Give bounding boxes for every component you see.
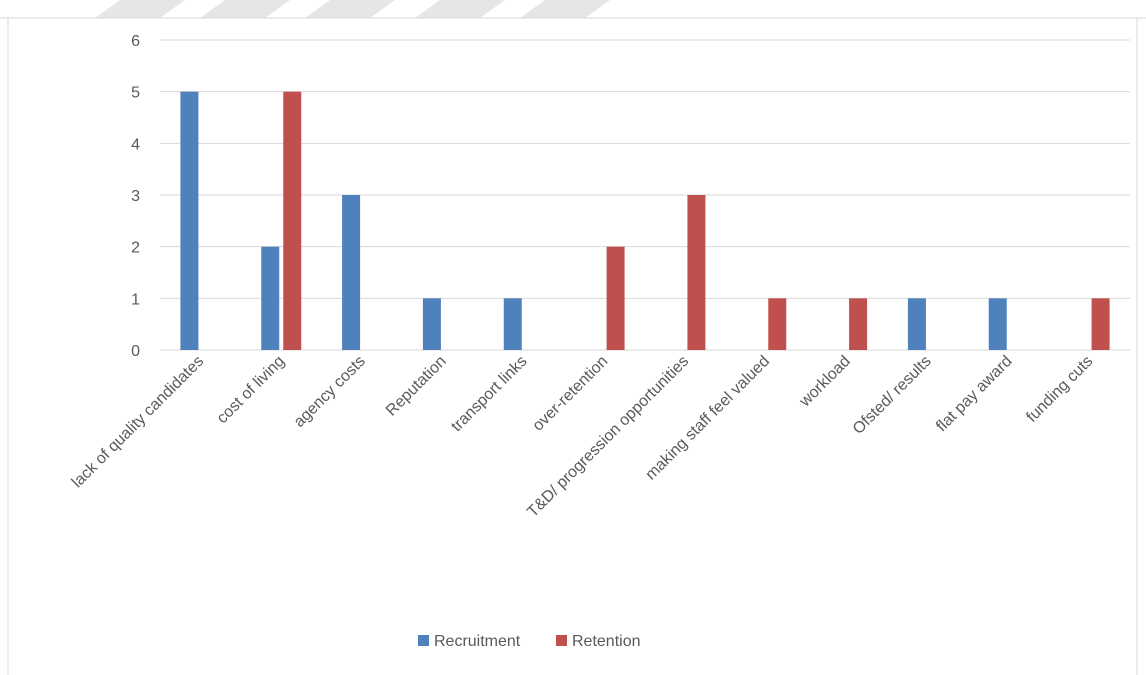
y-tick-label: 0 xyxy=(131,343,140,360)
category-label: T&D/ progression opportunities xyxy=(524,353,692,521)
legend: Recruitment Retention xyxy=(418,633,641,650)
bar-recruitment xyxy=(261,246,280,350)
y-tick-label: 6 xyxy=(131,33,140,50)
category-label: over-retention xyxy=(530,353,612,435)
header-stripe xyxy=(200,0,290,18)
x-axis-categories: lack of quality candidates cost of living… xyxy=(69,353,1097,521)
y-tick-label: 4 xyxy=(131,136,140,153)
bar-recruitment xyxy=(342,195,361,350)
category-label: cost of living xyxy=(214,353,288,427)
category-label: flat pay award xyxy=(933,353,1015,435)
bar-recruitment xyxy=(180,91,199,351)
bar-recruitment xyxy=(503,298,522,350)
y-tick-label: 2 xyxy=(131,240,140,257)
bar-recruitment xyxy=(988,298,1007,350)
header-stripe xyxy=(95,0,185,18)
header-stripe xyxy=(415,0,505,18)
category-label: funding cuts xyxy=(1023,353,1096,426)
legend-swatch-retention xyxy=(556,635,567,646)
legend-label-retention: Retention xyxy=(572,633,641,650)
bar-retention xyxy=(768,298,787,350)
category-label: lack of quality candidates xyxy=(69,353,207,491)
bar-retention xyxy=(283,91,302,351)
header-stripe xyxy=(305,0,395,18)
bar-retention xyxy=(849,298,868,350)
category-label: Reputation xyxy=(383,353,450,420)
y-tick-label: 1 xyxy=(131,291,140,308)
legend-swatch-recruitment xyxy=(418,635,429,646)
gridlines xyxy=(160,39,1130,351)
header-stripe xyxy=(520,0,610,18)
header-decoration xyxy=(95,0,610,18)
y-tick-label: 5 xyxy=(131,85,140,102)
bar-retention xyxy=(1091,298,1110,350)
bar-retention xyxy=(606,246,625,350)
category-label: agency costs xyxy=(291,353,369,431)
bar-recruitment xyxy=(422,298,441,350)
category-label: Ofsted/ results xyxy=(850,353,935,438)
bar-retention xyxy=(687,195,706,350)
bar-recruitment xyxy=(907,298,926,350)
y-axis-ticks: 0 1 2 3 4 5 6 xyxy=(131,33,140,360)
y-tick-label: 3 xyxy=(131,188,140,205)
legend-label-recruitment: Recruitment xyxy=(434,633,521,650)
bars xyxy=(180,91,1110,351)
category-label: workload xyxy=(796,353,854,411)
category-label: transport links xyxy=(448,353,530,435)
